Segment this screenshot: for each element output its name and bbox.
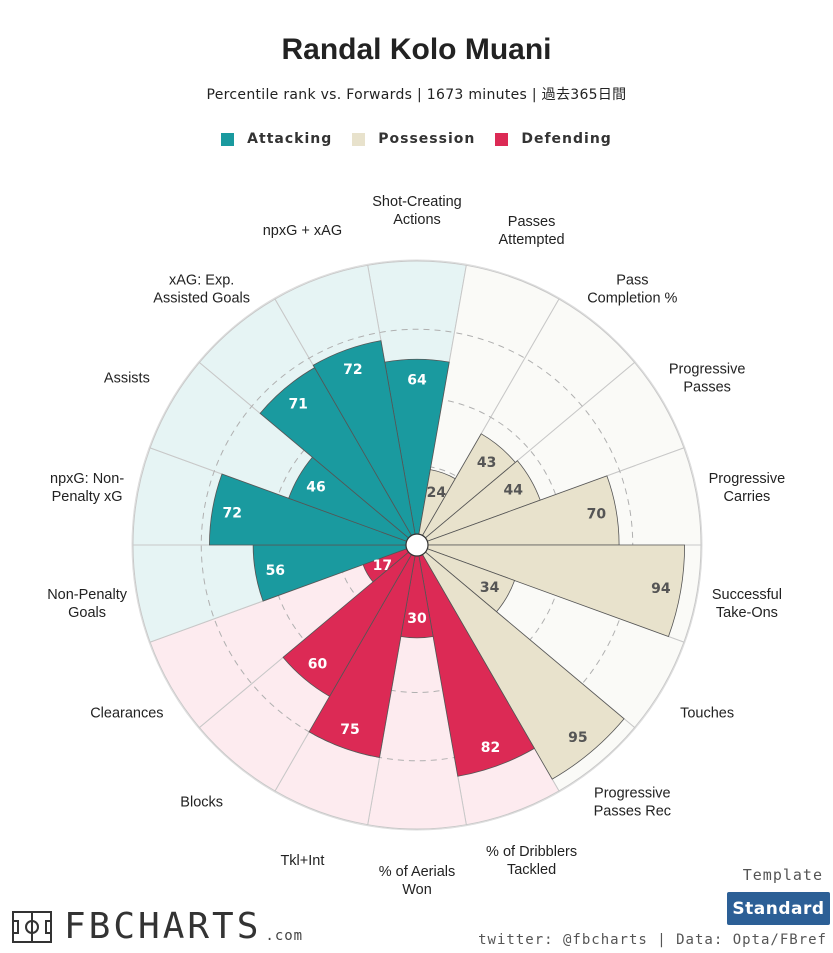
legend-item-defending: Defending — [495, 131, 611, 147]
value-label-of-dribblers-tackled: 82 — [481, 740, 500, 756]
value-label-pass-completion: 43 — [477, 455, 496, 471]
legend: Attacking Possession Defending — [0, 131, 833, 147]
axis-label-xag-exp-assisted-goals: xAG: Exp. Assisted Goals — [153, 272, 250, 306]
legend-item-possession: Possession — [352, 131, 475, 147]
axis-label-shot-creating-actions: Shot-Creating Actions — [372, 194, 461, 228]
axis-label-non-penalty-goals: Non-Penalty Goals — [47, 587, 128, 621]
football-pitch-icon — [12, 911, 52, 943]
legend-swatch-possession — [352, 132, 366, 146]
legend-swatch-defending — [495, 132, 509, 146]
logo-domain: .com — [265, 928, 304, 944]
center-hub — [405, 533, 429, 557]
chart-title: Randal Kolo Muani — [281, 33, 552, 66]
bars — [209, 340, 686, 780]
axis-label-successful-take-ons: Successful Take-Ons — [712, 587, 782, 621]
value-label-blocks: 60 — [308, 657, 328, 673]
value-label-non-penalty-goals: 56 — [266, 563, 285, 579]
logo-text: FBCHARTS — [64, 906, 262, 947]
outer-ring — [131, 259, 703, 831]
value-label-progressive-passes: 44 — [503, 482, 523, 498]
value-label-clearances: 17 — [373, 558, 392, 574]
legend-label-possession: Possession — [378, 131, 476, 147]
value-label-of-aerials-won: 30 — [407, 611, 427, 627]
credits: twitter: @fbcharts | Data: Opta/FBref — [478, 932, 827, 948]
axis-label-pass-completion: Pass Completion % — [587, 272, 677, 306]
axis-label-npxg-xag: npxG + xAG — [263, 223, 342, 239]
axis-label-tkl-int: Tkl+Int — [280, 853, 324, 869]
legend-label-defending: Defending — [521, 131, 612, 147]
value-labels: 64 24 43 44 70 94 34 95 82 30 75 60 17 56 72 46 71 72 — [223, 362, 671, 756]
value-label-assists: 46 — [306, 480, 325, 496]
axis-label-of-aerials-won: % of Aerials Won — [379, 864, 456, 898]
value-label-tkl-int: 75 — [340, 722, 359, 738]
legend-label-attacking: Attacking — [247, 131, 333, 147]
legend-swatch-attacking — [221, 132, 235, 146]
axis-label-progressive-passes: Progressive Passes — [669, 362, 746, 396]
chart-subtitle: Percentile rank vs. Forwards | 1673 minu… — [206, 87, 627, 103]
value-label-shot-creating-actions: 64 — [407, 372, 427, 388]
axis-label-progressive-passes-rec: Progressive Passes Rec — [594, 786, 671, 820]
template-button[interactable]: Standard — [727, 892, 830, 925]
axis-label-touches: Touches — [680, 706, 734, 722]
axis-label-of-dribblers-tackled: % of Dribblers Tackled — [486, 844, 577, 878]
value-label-progressive-carries: 70 — [587, 506, 607, 522]
template-caption: Template — [742, 866, 823, 884]
value-label-xag-exp-assisted-goals: 71 — [288, 396, 307, 412]
value-label-touches: 34 — [480, 580, 500, 596]
axis-label-blocks: Blocks — [180, 795, 223, 811]
axis-labels: Shot-Creating Actions Passes Attempted Pass C… — [47, 194, 785, 898]
fbcharts-logo: FBCHARTS .com — [12, 907, 303, 947]
axis-label-passes-attempted: Passes Attempted — [499, 214, 565, 248]
value-label-npxg-xag: 72 — [343, 362, 362, 378]
axis-label-clearances: Clearances — [90, 706, 163, 722]
value-label-successful-take-ons: 94 — [651, 581, 671, 597]
value-label-npxg-non-penalty-xg: 72 — [223, 505, 242, 521]
axis-label-assists: Assists — [104, 371, 150, 387]
value-label-progressive-passes-rec: 95 — [568, 730, 587, 746]
value-label-passes-attempted: 24 — [427, 485, 447, 501]
axis-label-npxg-non-penalty-xg: npxG: Non-Penalty xG — [50, 471, 124, 505]
legend-item-attacking: Attacking — [221, 131, 332, 147]
axis-label-progressive-carries: Progressive Carries — [709, 471, 786, 505]
